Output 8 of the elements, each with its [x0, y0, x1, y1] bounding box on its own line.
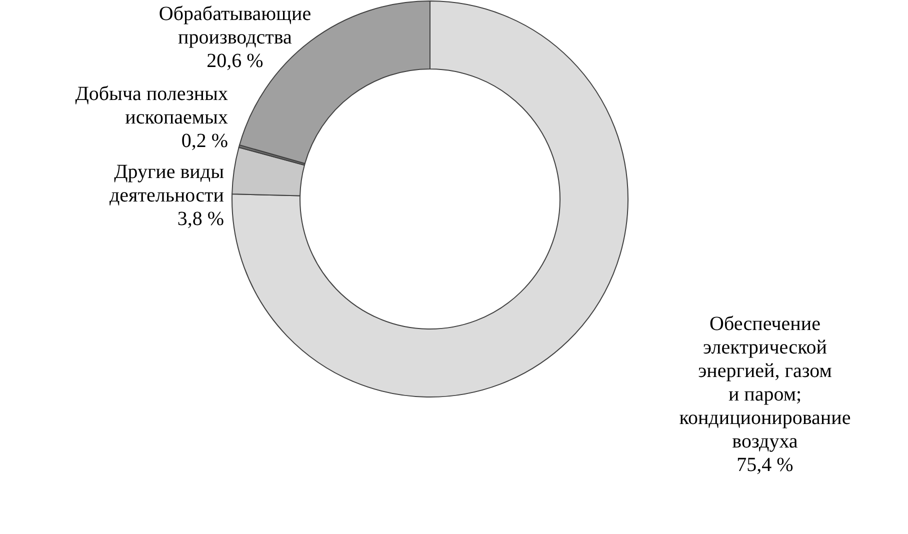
- slice-label: Другие виды деятельности: [110, 161, 224, 206]
- slice-label: Добыча полезных ископаемых: [75, 83, 228, 128]
- data-label: 3,8 %: [177, 208, 224, 230]
- data-label: 0,2 %: [181, 130, 228, 152]
- data-label: 75,4 %: [736, 454, 794, 476]
- slice-label: Обеспечение электрической энергией, газом и паром; кондиционирование воздуха: [679, 313, 851, 452]
- slice-label: Обрабатывающие производства: [158, 3, 312, 48]
- data-label: 20,6 %: [206, 50, 264, 72]
